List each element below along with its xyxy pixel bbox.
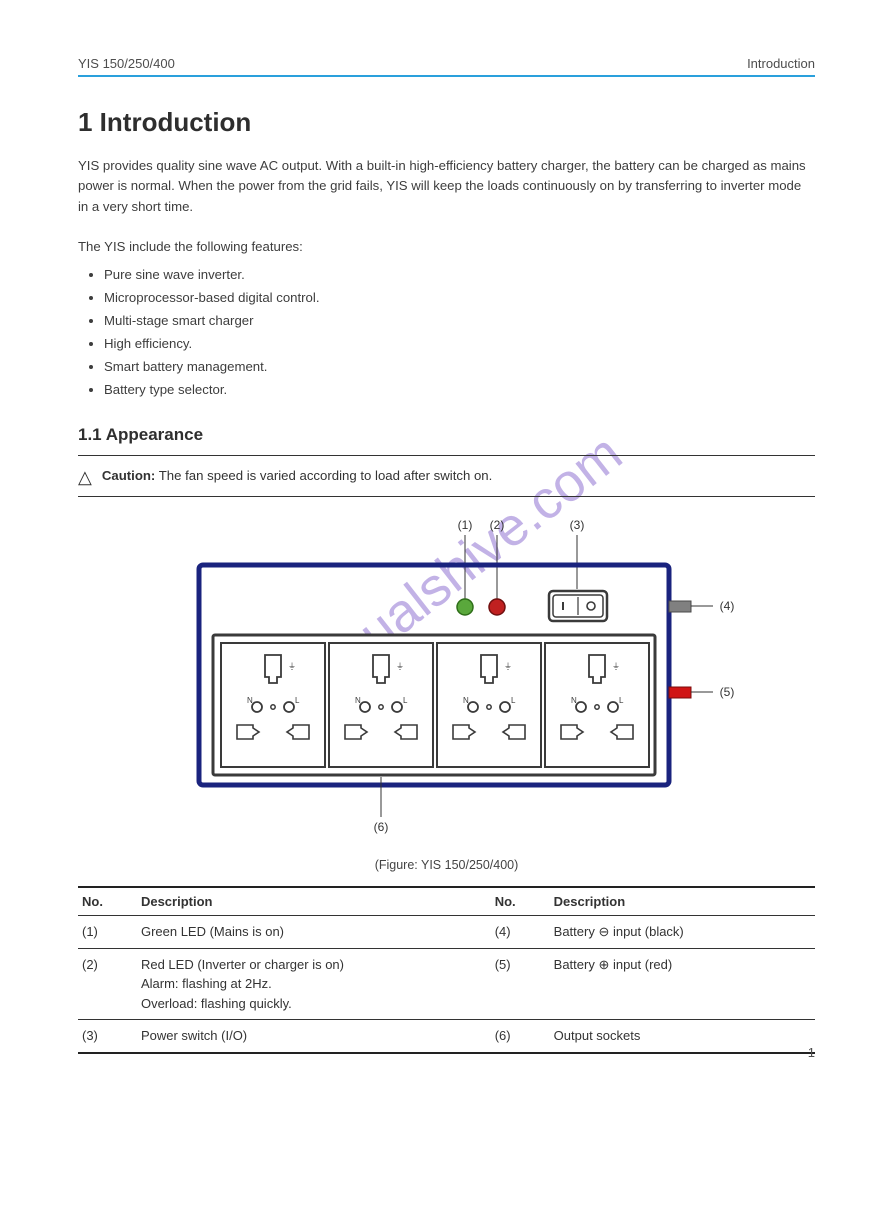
svg-text:⏚: ⏚	[612, 662, 620, 671]
table-cell: Red LED (Inverter or charger is on) Alar…	[137, 948, 491, 1020]
intro-paragraph: YIS provides quality sine wave AC output…	[78, 156, 815, 217]
svg-text:L: L	[295, 696, 300, 705]
table-cell: (2)	[78, 948, 137, 1020]
svg-text:L: L	[511, 696, 516, 705]
table-cell: Battery ⊕ input (red)	[550, 948, 815, 1020]
callout-4: (4)	[719, 599, 734, 613]
callout-1: (1)	[457, 518, 472, 532]
svg-text:N: N	[355, 696, 361, 705]
table-cell: (3)	[78, 1020, 137, 1053]
caution-body: The fan speed is varied according to loa…	[155, 468, 492, 483]
svg-text:L: L	[619, 696, 624, 705]
svg-text:⏚: ⏚	[396, 662, 404, 671]
caution-block: △ Caution: The fan speed is varied accor…	[78, 455, 815, 497]
feature-item: High efficiency.	[104, 333, 815, 354]
figure-caption: (Figure: YIS 150/250/400)	[78, 858, 815, 872]
caution-strong: Caution:	[102, 468, 155, 483]
table-cell: (6)	[491, 1020, 550, 1053]
table-cell: Green LED (Mains is on)	[137, 916, 491, 949]
callout-table: No. Description No. Description (1) Gree…	[78, 886, 815, 1054]
features-lead: The YIS include the following features:	[78, 237, 815, 257]
callout-2: (2)	[489, 518, 504, 532]
header-left: YIS 150/250/400	[78, 56, 175, 71]
led-red	[489, 599, 505, 615]
table-cell: (5)	[491, 948, 550, 1020]
feature-item: Smart battery management.	[104, 356, 815, 377]
section-title: 1 Introduction	[78, 107, 815, 138]
svg-text:N: N	[571, 696, 577, 705]
callout-3: (3)	[569, 518, 584, 532]
table-cell: (1)	[78, 916, 137, 949]
table-cell: (4)	[491, 916, 550, 949]
caution-icon: △	[78, 468, 92, 486]
feature-item: Multi-stage smart charger	[104, 310, 815, 331]
th-no-1: No.	[78, 887, 137, 916]
th-no-2: No.	[491, 887, 550, 916]
power-switch	[549, 591, 607, 621]
th-desc-1: Description	[137, 887, 491, 916]
svg-text:⏚: ⏚	[288, 662, 296, 671]
feature-item: Battery type selector.	[104, 379, 815, 400]
subsection-title: 1.1 Appearance	[78, 425, 815, 445]
led-green	[457, 599, 473, 615]
svg-text:⏚: ⏚	[504, 662, 512, 671]
svg-text:N: N	[247, 696, 253, 705]
th-desc-2: Description	[550, 887, 815, 916]
callout-6: (6)	[373, 820, 388, 834]
callout-5: (5)	[719, 685, 734, 699]
table-cell: Output sockets	[550, 1020, 815, 1053]
battery-neg-terminal	[669, 601, 691, 612]
feature-list: Pure sine wave inverter. Microprocessor-…	[104, 264, 815, 401]
feature-item: Pure sine wave inverter.	[104, 264, 815, 285]
battery-pos-terminal	[669, 687, 691, 698]
header-rule	[78, 75, 815, 77]
svg-text:L: L	[403, 696, 408, 705]
page-number: 1	[808, 1045, 815, 1060]
feature-item: Microprocessor-based digital control.	[104, 287, 815, 308]
header-right: Introduction	[747, 56, 815, 71]
appearance-figure: (1) (2) (3) (4)	[78, 511, 815, 872]
svg-text:N: N	[463, 696, 469, 705]
table-cell: Power switch (I/O)	[137, 1020, 491, 1053]
table-cell: Battery ⊖ input (black)	[550, 916, 815, 949]
